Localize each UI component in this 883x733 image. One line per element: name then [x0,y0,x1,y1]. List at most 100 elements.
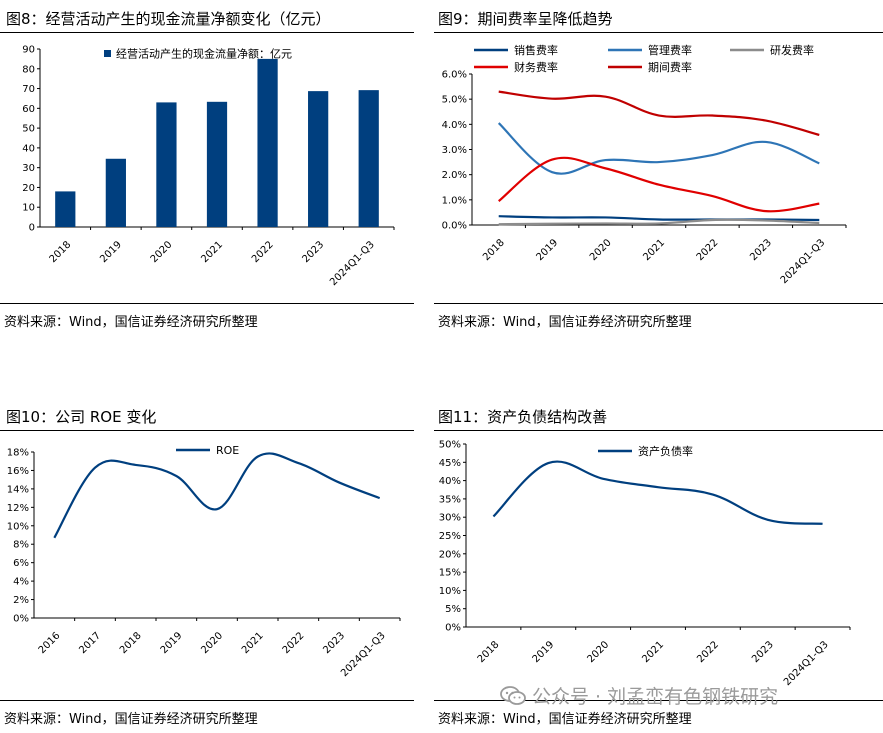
title-rule [434,430,883,431]
y-tick-label: 35% [439,494,461,505]
chart-expense-ratio: 0.0% 1.0% 2.0% 3.0% 4.0% 5.0% 6.0% 2018 2019 2020… [442,43,847,286]
series-line [497,122,820,175]
y-tick-label: 0% [445,623,461,634]
y-tick-label: 10% [7,521,29,532]
y-tick-label: 40% [439,476,461,487]
y-tick-label: 0 [29,223,35,234]
wechat-icon [500,686,526,705]
x-tick-label: 2021 [199,239,225,265]
legend-label: 管理费率 [648,43,692,57]
panel-cashflow: 图8：经营活动产生的现金流量净额变化（亿元） 0 10 20 30 40 50 60 70 80… [0,0,414,340]
bar [358,90,379,227]
y-tick-label: 50% [439,440,461,451]
y-tick-label: 0% [13,614,29,625]
y-tick-label: 3.0% [442,145,467,156]
panel-title: 图10：公司 ROE 变化 [6,408,157,426]
x-tick-label: 2021 [641,237,667,263]
bar [156,102,177,227]
x-tick-label: 2022 [281,630,307,656]
x-tick-label: 2023 [748,237,774,263]
y-tick-label: 25% [439,531,461,542]
x-tick-label: 2023 [750,639,776,665]
x-tick-label: 2023 [300,239,326,265]
y-tick-label: 45% [439,458,461,469]
y-tick-label: 30% [439,513,461,524]
y-tick-label: 12% [7,503,29,514]
x-tick-label: 2022 [250,239,276,265]
y-tick-label: 6% [13,558,29,569]
series-line [53,452,381,539]
x-tick-label: 2018 [118,630,144,656]
y-tick-label: 10% [439,586,461,597]
y-tick-label: 5.0% [442,95,467,106]
y-tick-label: 30 [22,163,35,174]
y-tick-label: 50 [22,124,35,135]
series-line [498,215,820,222]
y-tick-label: 40 [22,143,35,154]
source-rule [434,303,883,304]
source-note: 资料来源：Wind，国信证券经济研究所整理 [4,712,258,727]
legend-label: 财务费率 [514,60,558,74]
source-note: 资料来源：Wind，国信证券经济研究所整理 [438,712,692,727]
y-tick-label: 18% [7,448,29,459]
y-tick-label: 1.0% [442,195,467,206]
source-rule [434,700,883,701]
y-tick-label: 15% [439,568,461,579]
x-tick-label: 2024Q1-Q3 [328,239,377,288]
watermark: 公众号 · 刘孟峦有色钢铁研究 [500,682,778,709]
panel-title: 图9：期间费率呈降低趋势 [438,10,613,28]
legend-label: 经营活动产生的现金流量净额：亿元 [116,47,292,61]
y-tick-label: 4.0% [442,120,467,131]
y-tick-label: 8% [13,540,29,551]
panel-roe: 图10：公司 ROE 变化 0% 2% 4% 6% 8% 10% 12% 14% 16% 18% 2… [0,398,414,733]
y-tick-label: 90 [22,45,35,56]
x-tick-label: 2018 [48,239,74,265]
x-tick-label: 2024Q1-Q3 [782,639,831,688]
series-line [498,156,820,213]
x-tick-label: 2019 [159,630,185,656]
watermark-text: 公众号 · 刘孟峦有色钢铁研究 [532,686,779,708]
panel-expense-ratio: 图9：期间费率呈降低趋势 0.0% 1.0% 2.0% 3.0% 4.0% 5.0% 6.0… [434,0,883,340]
x-tick-label: 2019 [534,237,560,263]
legend-label: 资产负债率 [638,444,693,458]
x-tick-label: 2016 [37,630,63,656]
y-tick-label: 20 [22,183,35,194]
title-rule [0,430,414,431]
x-tick-label: 2022 [695,237,721,263]
y-tick-label: 20% [439,549,461,560]
y-tick-label: 14% [7,484,29,495]
x-tick-label: 2018 [481,237,507,263]
y-tick-label: 10 [22,203,35,214]
legend-label: 销售费率 [514,43,558,57]
source-rule [0,700,414,701]
x-tick-label: 2021 [640,639,666,665]
x-tick-label: 2018 [476,639,502,665]
x-tick-label: 2022 [695,639,721,665]
legend-label: ROE [216,444,239,457]
chart-cashflow: 0 10 20 30 40 50 60 70 80 90 2018 2019 2020 2021 2022 2… [22,45,395,288]
y-tick-label: 6.0% [442,70,467,81]
x-tick-label: 2019 [531,639,557,665]
series-line [492,460,823,525]
x-tick-label: 2017 [77,630,103,656]
x-tick-label: 2020 [199,630,225,656]
bar [55,191,76,227]
y-tick-label: 70 [22,84,35,95]
y-tick-label: 60 [22,104,35,115]
x-tick-label: 2020 [585,639,611,665]
bar [206,101,228,227]
source-note: 资料来源：Wind，国信证券经济研究所整理 [438,315,692,330]
x-tick-label: 2021 [240,630,266,656]
legend-label: 研发费率 [770,43,814,57]
source-rule [0,303,414,304]
y-tick-label: 16% [7,466,29,477]
panel-debt-ratio: 图11：资产负债结构改善 0% 5% 10% 15% 20% 25% 30% 35% 40% 45… [434,398,883,733]
x-tick-label: 2020 [149,239,175,265]
y-tick-label: 2.0% [442,170,467,181]
panel-title: 图11：资产负债结构改善 [438,408,608,426]
panel-title: 图8：经营活动产生的现金流量净额变化（亿元） [6,10,331,28]
y-tick-label: 0.0% [442,221,467,232]
source-note: 资料来源：Wind，国信证券经济研究所整理 [4,315,258,330]
title-rule [434,32,883,33]
bar [308,91,329,227]
